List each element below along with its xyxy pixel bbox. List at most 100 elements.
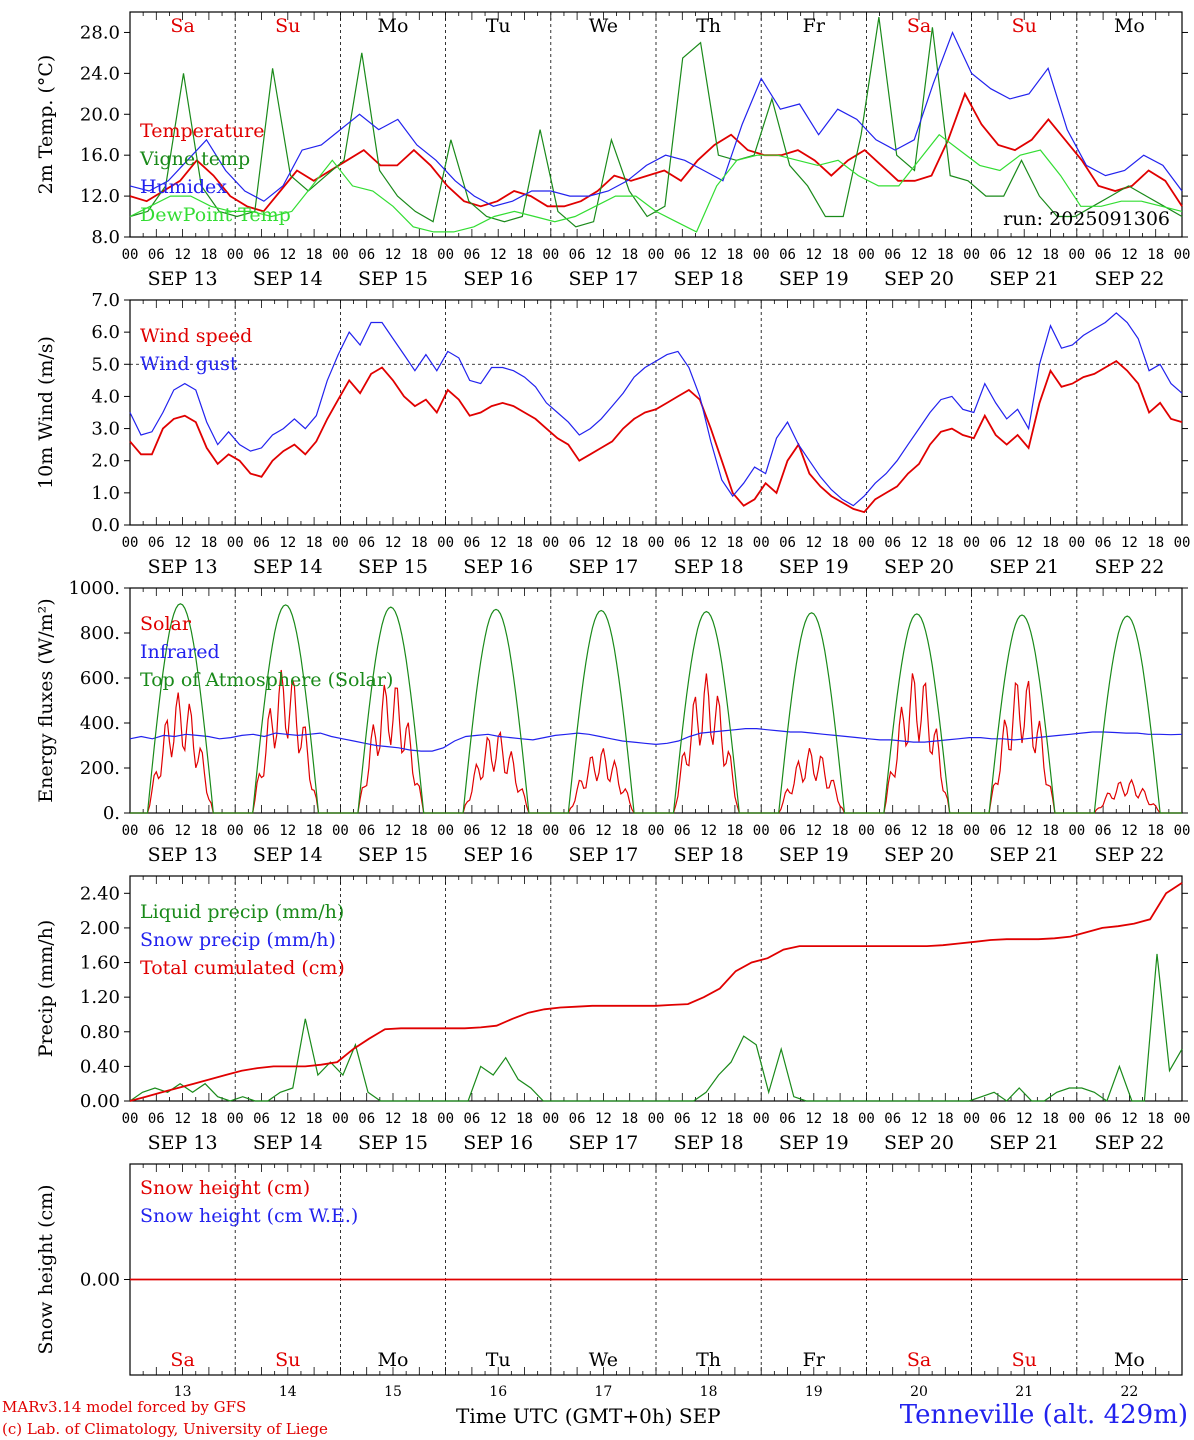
legend-entry: Wind gust [140, 353, 238, 375]
panel-1 [124, 299, 1188, 526]
hour-tick-label: 12 [1121, 1111, 1138, 1127]
date-label: SEP 20 [884, 556, 954, 578]
hour-tick-label: 06 [569, 247, 586, 263]
y-tick-label: 800. [80, 623, 120, 644]
y-tick-label: 0.40 [80, 1056, 120, 1077]
date-label: SEP 21 [989, 556, 1059, 578]
y-axis-title: 2m Temp. (°C) [35, 55, 57, 195]
y-tick-label: 3.0 [91, 419, 120, 440]
hour-tick-label: 06 [463, 247, 480, 263]
hour-tick-label: 18 [832, 1111, 849, 1127]
hour-tick-label: 06 [779, 823, 796, 839]
legend-entry: Temperature [140, 120, 264, 142]
hour-tick-label: 00 [332, 1111, 349, 1127]
date-label: SEP 21 [989, 844, 1059, 866]
panel-3 [124, 875, 1188, 1102]
hour-tick-label: 18 [832, 535, 849, 551]
hour-tick-label: 18 [200, 535, 217, 551]
hour-tick-label: 18 [516, 247, 533, 263]
lab-credit: (c) Lab. of Climatology, University of L… [2, 1420, 328, 1438]
hour-tick-label: 06 [989, 1111, 1006, 1127]
series-line [129, 727, 1183, 752]
hour-tick-label: 12 [911, 247, 928, 263]
hour-tick-label: 00 [1174, 247, 1191, 263]
hour-tick-label: 06 [148, 823, 165, 839]
date-label: SEP 14 [253, 844, 323, 866]
hour-tick-label: 06 [569, 535, 586, 551]
hour-tick-label: 06 [358, 535, 375, 551]
hour-tick-label: 00 [1068, 1111, 1085, 1127]
weekday-label-bottom: Mo [378, 1349, 409, 1371]
series-line [129, 30, 1183, 207]
hour-tick-label: 18 [516, 535, 533, 551]
hour-tick-label: 06 [463, 823, 480, 839]
hour-tick-label: 06 [253, 247, 270, 263]
series-line [129, 133, 1183, 233]
hour-tick-label: 00 [753, 1111, 770, 1127]
panel-2 [124, 587, 1188, 814]
hour-tick-label: 12 [1121, 247, 1138, 263]
hour-tick-label: 06 [463, 1111, 480, 1127]
series-line [129, 882, 1183, 1102]
hour-tick-label: 12 [1016, 1111, 1033, 1127]
hour-tick-label: 06 [569, 1111, 586, 1127]
hour-tick-label: 06 [253, 823, 270, 839]
legend-entry: Total cumulated (cm) [140, 957, 345, 979]
date-label: SEP 13 [148, 844, 218, 866]
y-tick-label: 0. [103, 803, 120, 824]
weekday-label: We [589, 15, 618, 37]
hour-tick-label: 00 [648, 247, 665, 263]
hour-tick-label: 18 [200, 1111, 217, 1127]
hour-tick-label: 18 [306, 1111, 323, 1127]
date-label: SEP 16 [463, 268, 533, 290]
y-tick-label: 0.80 [80, 1022, 120, 1043]
date-label: SEP 18 [674, 268, 744, 290]
legend-entry: Infrared [140, 641, 220, 663]
date-label: SEP 17 [568, 1132, 638, 1154]
hour-tick-label: 00 [542, 1111, 559, 1127]
hour-tick-label: 00 [332, 823, 349, 839]
hour-tick-label: 18 [516, 1111, 533, 1127]
hour-tick-label: 06 [253, 535, 270, 551]
hour-tick-label: 18 [621, 823, 638, 839]
series-line [130, 603, 1182, 814]
hour-tick-label: 12 [385, 535, 402, 551]
hour-tick-label: 18 [1147, 1111, 1164, 1127]
hour-tick-label: 06 [884, 535, 901, 551]
y-tick-label: 7.0 [91, 290, 120, 311]
date-label: SEP 13 [148, 556, 218, 578]
hour-tick-label: 06 [674, 1111, 691, 1127]
hour-tick-label: 06 [1095, 823, 1112, 839]
hour-tick-label: 00 [753, 247, 770, 263]
hour-tick-label: 00 [753, 823, 770, 839]
hour-tick-label: 00 [542, 247, 559, 263]
hour-tick-label: 18 [726, 823, 743, 839]
legend-entry: Wind speed [140, 325, 252, 347]
hour-tick-label: 00 [858, 247, 875, 263]
y-axis-title: Snow height (cm) [35, 1184, 57, 1354]
hour-tick-label: 00 [858, 535, 875, 551]
day-number: 18 [700, 1384, 718, 1400]
y-tick-label: 0.00 [80, 1091, 120, 1112]
date-label: SEP 22 [1094, 844, 1164, 866]
panel-0 [124, 11, 1188, 238]
hour-tick-label: 12 [595, 247, 612, 263]
hour-tick-label: 18 [306, 247, 323, 263]
hour-tick-label: 06 [779, 247, 796, 263]
time-axis-label: Time UTC (GMT+0h) SEP [456, 1404, 721, 1428]
day-number: 13 [174, 1384, 192, 1400]
hour-tick-label: 12 [595, 823, 612, 839]
legend-entry: Vigne temp [139, 148, 250, 170]
hour-tick-label: 00 [227, 823, 244, 839]
hour-tick-label: 12 [595, 1111, 612, 1127]
hour-tick-label: 06 [884, 1111, 901, 1127]
hour-tick-label: 12 [279, 823, 296, 839]
hour-tick-label: 12 [1016, 247, 1033, 263]
y-tick-label: 16.0 [80, 145, 120, 166]
y-tick-label: 0.00 [80, 1270, 120, 1291]
hour-tick-label: 06 [674, 247, 691, 263]
hour-tick-label: 06 [358, 1111, 375, 1127]
weekday-label-bottom: Th [696, 1349, 721, 1371]
weekday-label: Mo [378, 15, 409, 37]
y-tick-label: 12.0 [80, 186, 120, 207]
